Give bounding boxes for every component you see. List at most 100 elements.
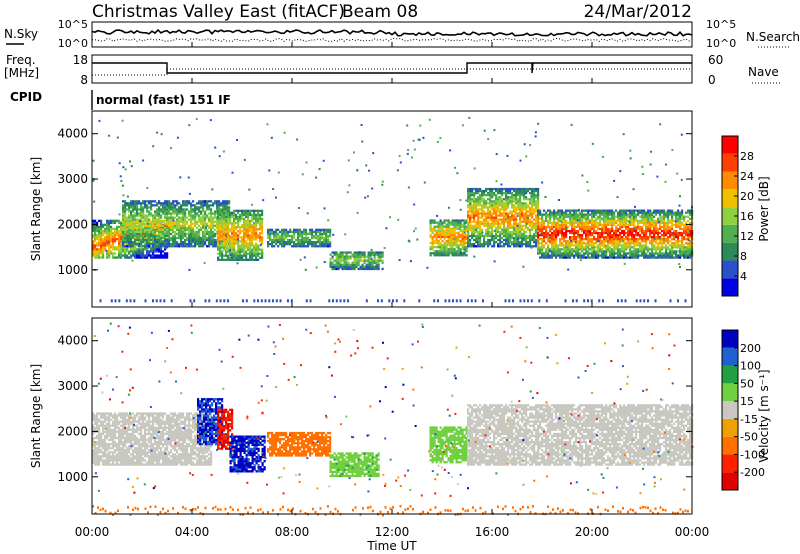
power-cell <box>601 209 604 212</box>
power-cell <box>501 187 504 191</box>
power-cell <box>567 225 570 229</box>
power-cell <box>235 232 238 235</box>
power-cell <box>661 242 664 245</box>
power-cell <box>154 236 157 240</box>
power-cell <box>124 232 127 236</box>
power-cell <box>541 213 544 216</box>
power-cell <box>184 224 187 227</box>
power-cell <box>649 252 652 255</box>
power-cell <box>132 226 135 229</box>
power-cell <box>136 202 139 205</box>
power-cell <box>483 222 486 225</box>
power-cell <box>319 230 322 234</box>
power-cell <box>226 202 229 205</box>
power-cell <box>521 224 524 227</box>
power-cell <box>485 200 488 203</box>
power-cell <box>511 243 514 246</box>
power-cell <box>160 204 163 207</box>
power-cell <box>221 244 224 247</box>
power-cell <box>499 208 502 211</box>
power-cell <box>553 238 556 241</box>
power-cell <box>499 196 502 199</box>
power-cell <box>156 214 159 217</box>
power-cell <box>529 228 532 231</box>
power-cell <box>637 248 640 251</box>
power-cell <box>437 254 440 257</box>
power-cell <box>369 259 372 262</box>
power-cell <box>114 236 117 239</box>
power-cell <box>154 241 157 244</box>
power-cell <box>228 202 231 205</box>
power-cell <box>130 204 133 207</box>
power-cell <box>208 216 211 219</box>
power-cell <box>513 238 516 242</box>
power-cell <box>443 248 446 251</box>
power-cell <box>639 219 642 222</box>
power-cell <box>156 241 159 244</box>
power-cell <box>661 240 664 243</box>
power-cell <box>643 236 646 239</box>
power-cell <box>633 219 636 222</box>
power-cell <box>315 236 318 240</box>
power-cell <box>633 211 636 214</box>
power-cell <box>569 217 572 220</box>
power-cell <box>116 231 119 235</box>
power-cell <box>98 248 101 251</box>
power-cell <box>579 219 582 222</box>
power-cell <box>441 223 444 226</box>
power-cell <box>255 209 258 212</box>
power-cell <box>605 227 608 231</box>
power-cell <box>233 215 236 219</box>
power-cell <box>303 230 306 234</box>
power-cell <box>499 189 502 193</box>
power-cell <box>329 263 332 266</box>
power-cell <box>643 209 646 212</box>
power-cell <box>607 223 610 226</box>
power-cell <box>611 211 614 214</box>
power-cell <box>241 242 244 245</box>
power-cell <box>475 224 478 227</box>
power-cell <box>571 236 574 239</box>
power-cell <box>517 206 520 209</box>
power-cell <box>463 252 466 255</box>
power-cell <box>597 248 600 251</box>
power-cell <box>565 254 568 257</box>
power-cell <box>190 218 193 221</box>
power-cell <box>120 238 123 241</box>
power-cell <box>525 236 528 240</box>
power-cell <box>221 219 224 223</box>
power-cell <box>138 238 141 242</box>
power-cell <box>239 213 242 217</box>
power-cell <box>247 226 250 229</box>
power-cell <box>303 232 306 236</box>
power-cell <box>475 206 478 209</box>
power-cell <box>491 234 494 238</box>
power-cell <box>645 244 648 247</box>
power-cell <box>599 219 602 222</box>
power-cell <box>641 225 644 229</box>
noise-tick-right-top: 10^5 <box>706 18 736 31</box>
power-cell <box>459 223 462 226</box>
power-cell <box>563 256 566 259</box>
power-cell <box>547 234 550 237</box>
power-cell <box>497 230 500 234</box>
power-cell <box>503 206 506 209</box>
power-cell <box>226 206 229 209</box>
power-cell <box>529 198 532 201</box>
power-cell <box>152 230 155 234</box>
power-cell <box>235 252 238 255</box>
power-cell <box>172 230 175 234</box>
power-cell <box>206 230 209 234</box>
power-cell <box>223 232 226 235</box>
power-cell <box>200 243 203 246</box>
power-cell <box>585 213 588 216</box>
power-cell <box>154 200 157 203</box>
power-cell <box>583 254 586 257</box>
power-cell <box>160 214 163 217</box>
power-cell <box>531 224 534 227</box>
power-cell <box>623 223 626 226</box>
power-cell <box>124 245 127 248</box>
power-cell <box>170 214 173 217</box>
power-cell <box>529 192 532 195</box>
power-cell <box>235 226 238 229</box>
